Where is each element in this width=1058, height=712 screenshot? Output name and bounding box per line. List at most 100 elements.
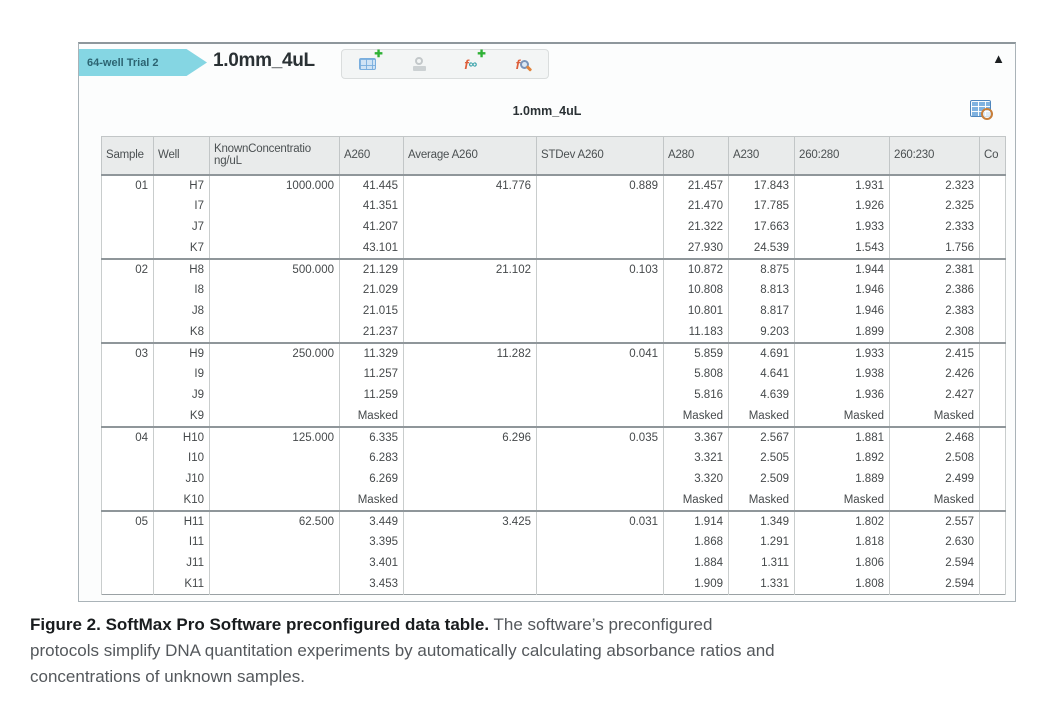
table-cell-a280: 21.470 <box>664 196 729 217</box>
table-head-row: SampleWellKnownConcentratio ng/uLA260Ave… <box>102 137 1006 175</box>
find-formula-icon[interactable]: f <box>509 53 535 75</box>
table-cell-r260_280: 1.818 <box>795 532 890 553</box>
table-cell-sample: 05 <box>102 511 154 532</box>
table-row: 03H9250.00011.32911.2820.0415.8594.6911.… <box>102 343 1006 364</box>
table-cell-stdev <box>537 385 664 406</box>
table-cell-a280: 3.321 <box>664 448 729 469</box>
figure-caption-text-1: The software’s preconfigured <box>489 615 712 634</box>
column-header: 260:280 <box>795 137 890 175</box>
table-cell-r260_230: 2.594 <box>890 574 980 595</box>
table-cell-a280: 5.859 <box>664 343 729 364</box>
table-cell-known: 1000.000 <box>210 175 340 196</box>
table-cell-co <box>980 259 1006 280</box>
table-cell-r260_280: 1.946 <box>795 280 890 301</box>
table-cell-stdev <box>537 217 664 238</box>
plus-badge-icon: ✚ <box>477 50 485 60</box>
table-cell-a230: 1.349 <box>729 511 795 532</box>
table-cell-well: I11 <box>154 532 210 553</box>
table-cell-a230: 9.203 <box>729 322 795 343</box>
table-cell-a260: 6.335 <box>340 427 404 448</box>
table-row: I113.3951.8681.2911.8182.630 <box>102 532 1006 553</box>
table-cell-well: H10 <box>154 427 210 448</box>
table-cell-a260: 21.237 <box>340 322 404 343</box>
table-cell-a260: Masked <box>340 406 404 427</box>
column-header: Well <box>154 137 210 175</box>
table-cell-a280: 1.868 <box>664 532 729 553</box>
table-cell-a230: 17.785 <box>729 196 795 217</box>
table-cell-well: K7 <box>154 238 210 259</box>
table-body: 01H71000.00041.44541.7760.88921.45717.84… <box>102 175 1006 595</box>
collapse-icon[interactable]: ▲ <box>992 52 1005 66</box>
insert-formula-icon[interactable]: f ∞ ✚ <box>458 53 484 75</box>
table-cell-co <box>980 322 1006 343</box>
table-zoom-icon[interactable] <box>970 100 991 117</box>
results-table: SampleWellKnownConcentratio ng/uLA260Ave… <box>101 136 1006 595</box>
table-cell-known: 250.000 <box>210 343 340 364</box>
table-cell-a260: 11.257 <box>340 364 404 385</box>
column-header: A280 <box>664 137 729 175</box>
table-cell-known <box>210 196 340 217</box>
table-cell-stdev: 0.103 <box>537 259 664 280</box>
table-cell-co <box>980 301 1006 322</box>
column-header: KnownConcentratio ng/uL <box>210 137 340 175</box>
table-cell-a280: 1.909 <box>664 574 729 595</box>
table-cell-stdev <box>537 448 664 469</box>
table-cell-stdev <box>537 469 664 490</box>
table-cell-r260_230: 2.557 <box>890 511 980 532</box>
insert-plate-icon[interactable]: ✚ <box>355 53 381 75</box>
table-cell-known <box>210 322 340 343</box>
table-cell-sample <box>102 301 154 322</box>
table-cell-r260_230: 2.426 <box>890 364 980 385</box>
table-cell-co <box>980 280 1006 301</box>
table-cell-a280: 21.322 <box>664 217 729 238</box>
table-cell-well: H9 <box>154 343 210 364</box>
table-cell-avg: 11.282 <box>404 343 537 364</box>
table-cell-a260: 43.101 <box>340 238 404 259</box>
experiment-tab[interactable]: 64-well Trial 2 <box>79 49 207 76</box>
table-cell-a280: 27.930 <box>664 238 729 259</box>
table-cell-a230: 2.509 <box>729 469 795 490</box>
table-cell-avg: 41.776 <box>404 175 537 196</box>
table-cell-a260: 11.329 <box>340 343 404 364</box>
table-cell-r260_280: Masked <box>795 490 890 511</box>
table-cell-a230: 17.843 <box>729 175 795 196</box>
table-cell-stdev: 0.031 <box>537 511 664 532</box>
table-cell-sample <box>102 490 154 511</box>
table-cell-r260_230: 2.383 <box>890 301 980 322</box>
table-cell-co <box>980 511 1006 532</box>
table-cell-stdev <box>537 280 664 301</box>
table-cell-co <box>980 196 1006 217</box>
table-cell-sample <box>102 532 154 553</box>
table-row: J911.2595.8164.6391.9362.427 <box>102 385 1006 406</box>
table-cell-a260: 41.445 <box>340 175 404 196</box>
table-cell-stdev: 0.889 <box>537 175 664 196</box>
table-row: K10MaskedMaskedMaskedMaskedMasked <box>102 490 1006 511</box>
table-cell-well: K9 <box>154 406 210 427</box>
table-cell-a260: 21.015 <box>340 301 404 322</box>
table-cell-r260_280: 1.933 <box>795 343 890 364</box>
table-cell-stdev <box>537 553 664 574</box>
table-cell-co <box>980 175 1006 196</box>
table-cell-a280: 3.367 <box>664 427 729 448</box>
table-cell-avg <box>404 553 537 574</box>
table-cell-r260_230: 2.325 <box>890 196 980 217</box>
table-cell-r260_280: 1.933 <box>795 217 890 238</box>
table-cell-sample <box>102 322 154 343</box>
stamp-glyph <box>413 57 426 71</box>
table-cell-r260_230: 1.756 <box>890 238 980 259</box>
table-cell-r260_230: 2.468 <box>890 427 980 448</box>
table-cell-a230: 8.813 <box>729 280 795 301</box>
table-cell-co <box>980 532 1006 553</box>
section-name-title: 1.0mm_4uL <box>213 50 315 72</box>
stamp-icon[interactable] <box>406 53 432 75</box>
table-cell-sample <box>102 217 154 238</box>
table-cell-r260_280: 1.926 <box>795 196 890 217</box>
table-cell-co <box>980 385 1006 406</box>
table-cell-a280: 10.801 <box>664 301 729 322</box>
table-title: 1.0mm_4uL <box>79 98 1015 118</box>
table-cell-a260: 3.449 <box>340 511 404 532</box>
table-cell-known <box>210 385 340 406</box>
table-cell-co <box>980 469 1006 490</box>
table-cell-a230: Masked <box>729 406 795 427</box>
table-row: I821.02910.8088.8131.9462.386 <box>102 280 1006 301</box>
